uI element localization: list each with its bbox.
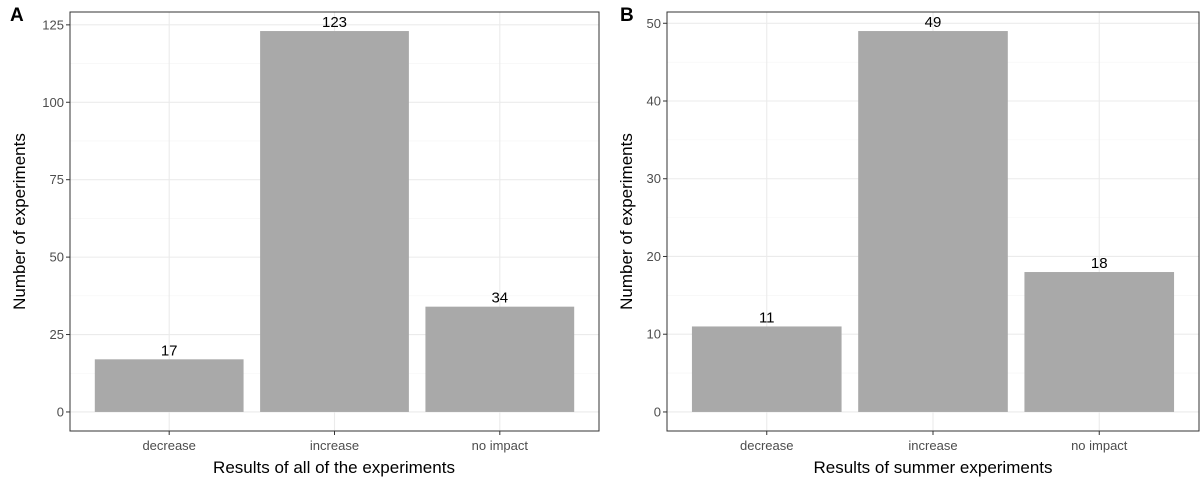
x-tick-label: increase bbox=[310, 438, 359, 453]
y-tick-label: 40 bbox=[647, 94, 661, 109]
y-tick-label: 100 bbox=[42, 95, 64, 110]
bar-value-label: 11 bbox=[759, 309, 775, 326]
y-tick-label: 0 bbox=[57, 404, 64, 419]
x-tick-label: decrease bbox=[142, 438, 195, 453]
x-tick-label: no impact bbox=[1071, 438, 1128, 453]
bar-increase bbox=[858, 31, 1008, 412]
y-tick-label: 50 bbox=[50, 250, 64, 265]
panel-b: 11 49 18 0 10 20 30 40 50 decrease increase no impa… bbox=[617, 5, 1200, 477]
bar-value-label: 123 bbox=[322, 14, 347, 31]
bar-value-label: 49 bbox=[925, 14, 942, 31]
y-tick-label: 0 bbox=[654, 404, 661, 419]
panel-a: 17 123 34 0 25 50 75 100 125 decrease increase no i… bbox=[10, 5, 600, 477]
x-axis-title: Results of all of the experiments bbox=[213, 458, 455, 477]
y-tick-label: 75 bbox=[50, 172, 64, 187]
y-axis-title: Number of experiments bbox=[10, 133, 29, 310]
y-tick-label: 50 bbox=[647, 16, 661, 31]
y-tick-label: 10 bbox=[647, 327, 661, 342]
y-tick-label: 125 bbox=[42, 17, 64, 32]
y-axis-title: Number of experiments bbox=[617, 133, 636, 310]
x-tick-label: increase bbox=[908, 438, 957, 453]
panel-letter: B bbox=[620, 5, 634, 26]
y-tick-label: 25 bbox=[50, 327, 64, 342]
bar-decrease bbox=[94, 359, 244, 412]
y-tick-label: 20 bbox=[647, 249, 661, 264]
panel-letter: A bbox=[10, 5, 24, 26]
x-tick-label: decrease bbox=[740, 438, 793, 453]
y-tick-label: 30 bbox=[647, 171, 661, 186]
bar-no-impact bbox=[1024, 272, 1175, 412]
bar-value-label: 18 bbox=[1091, 255, 1108, 272]
bar-value-label: 17 bbox=[161, 342, 178, 359]
bar-increase bbox=[260, 31, 409, 412]
x-axis-title: Results of summer experiments bbox=[813, 458, 1052, 477]
x-tick-label: no impact bbox=[472, 438, 529, 453]
bar-no-impact bbox=[425, 306, 575, 412]
bar-decrease bbox=[691, 326, 842, 412]
bar-value-label: 34 bbox=[491, 290, 508, 307]
